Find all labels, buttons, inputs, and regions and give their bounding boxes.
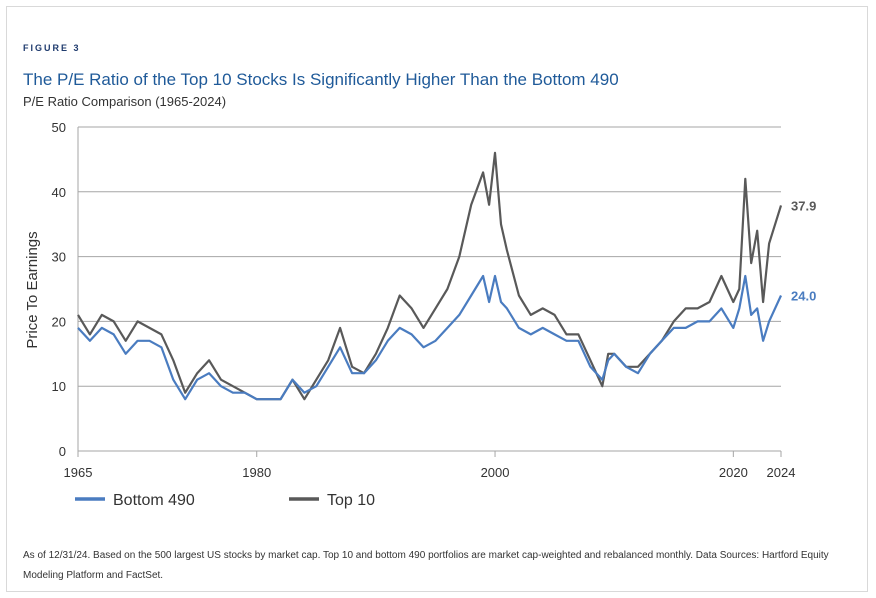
x-tick-label: 1980 <box>242 465 271 480</box>
figure-frame <box>6 6 868 592</box>
y-tick-label: 20 <box>52 314 66 329</box>
series-line-top-10 <box>77 151 783 401</box>
y-axis-label: Price To Earnings <box>24 231 41 348</box>
x-tick-labels: 1965 1980 2000 2020 2024 <box>64 465 796 480</box>
chart-title: The P/E Ratio of the Top 10 Stocks Is Si… <box>23 70 619 89</box>
grid-layer <box>77 126 782 457</box>
x-tick-label: 1965 <box>64 465 93 480</box>
chart-subtitle: P/E Ratio Comparison (1965-2024) <box>23 94 227 109</box>
legend-label-top-10: Top 10 <box>327 492 375 509</box>
end-label-top-10: 37.9 <box>791 198 816 213</box>
x-tick-label: 2020 <box>719 465 748 480</box>
end-label-bottom-490: 24.0 <box>791 288 816 303</box>
y-tick-label: 50 <box>52 120 66 135</box>
y-tick-label: 10 <box>52 379 66 394</box>
end-labels: 37.9 24.0 <box>791 198 816 303</box>
legend: Bottom 490 Top 10 <box>75 492 375 509</box>
x-tick-label: 2000 <box>481 465 510 480</box>
footnote: As of 12/31/24. Based on the 500 largest… <box>23 550 829 581</box>
y-tick-labels: 0 10 20 30 40 50 <box>52 120 66 459</box>
x-tick-label: 2024 <box>767 465 796 480</box>
figure-label: FIGURE 3 <box>23 43 81 53</box>
y-tick-label: 0 <box>59 444 66 459</box>
series-line-bottom-490 <box>77 274 782 401</box>
legend-label-bottom-490: Bottom 490 <box>113 492 195 509</box>
y-tick-label: 40 <box>52 185 66 200</box>
series-layer <box>77 151 783 401</box>
y-tick-label: 30 <box>52 250 66 265</box>
